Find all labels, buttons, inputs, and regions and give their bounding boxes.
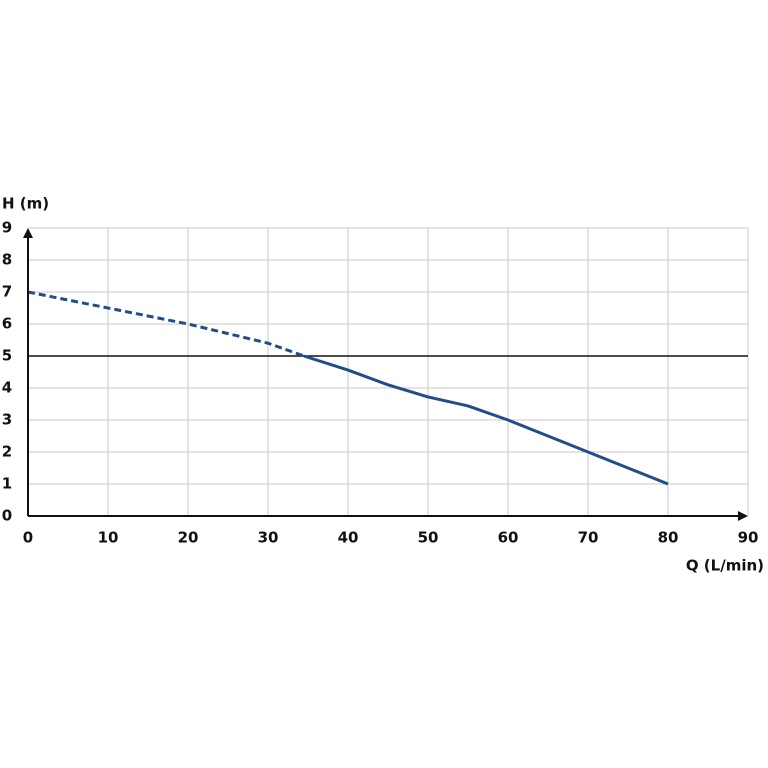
y-tick-label: 0 bbox=[2, 507, 12, 525]
y-tick-label: 8 bbox=[2, 251, 12, 269]
y-tick-label: 1 bbox=[2, 475, 12, 493]
y-axis-label: H (m) bbox=[2, 195, 49, 213]
x-tick-label: 90 bbox=[738, 529, 759, 547]
x-axis-label: Q (L/min) bbox=[686, 557, 764, 575]
y-tick-label: 5 bbox=[2, 347, 12, 365]
y-tick-label: 3 bbox=[2, 411, 12, 429]
x-tick-label: 70 bbox=[578, 529, 599, 547]
y-tick-label: 9 bbox=[2, 219, 12, 237]
x-tick-label: 80 bbox=[658, 529, 679, 547]
x-tick-label: 40 bbox=[338, 529, 359, 547]
x-tick-label: 20 bbox=[178, 529, 199, 547]
x-tick-label: 30 bbox=[258, 529, 279, 547]
pump-curve bbox=[27, 290, 305, 358]
plot bbox=[27, 290, 748, 486]
y-tick-label: 4 bbox=[2, 379, 12, 397]
pump-curve bbox=[303, 354, 669, 486]
y-tick-label: 6 bbox=[2, 315, 12, 333]
x-tick-label: 10 bbox=[98, 529, 119, 547]
y-tick-label: 2 bbox=[2, 443, 12, 461]
x-arrow bbox=[738, 511, 748, 521]
y-tick-label: 7 bbox=[2, 283, 12, 301]
x-tick-label: 50 bbox=[418, 529, 439, 547]
y-arrow bbox=[23, 228, 33, 238]
x-tick-label: 0 bbox=[23, 529, 33, 547]
x-tick-label: 60 bbox=[498, 529, 519, 547]
